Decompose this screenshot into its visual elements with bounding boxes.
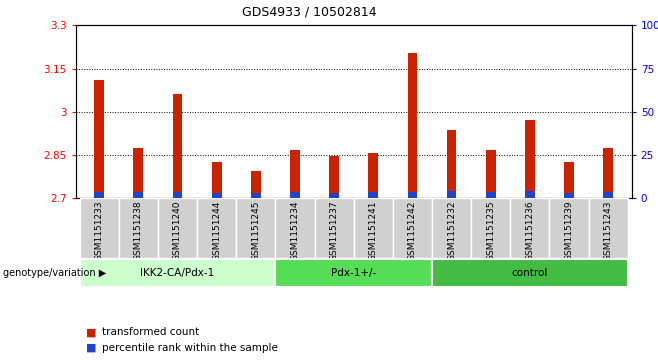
Text: GSM1151244: GSM1151244 xyxy=(212,201,221,261)
Text: GSM1151240: GSM1151240 xyxy=(173,201,182,261)
Bar xyxy=(486,192,495,198)
Bar xyxy=(251,193,261,198)
Bar xyxy=(118,198,158,258)
Bar xyxy=(432,259,628,287)
Bar xyxy=(290,150,300,198)
Bar xyxy=(212,193,222,198)
Bar xyxy=(525,120,535,198)
Bar xyxy=(134,147,143,198)
Bar xyxy=(172,192,182,198)
Bar xyxy=(172,94,182,198)
Bar xyxy=(197,198,236,258)
Bar xyxy=(407,192,417,198)
Bar xyxy=(275,259,432,287)
Bar xyxy=(212,162,222,198)
Text: IKK2-CA/Pdx-1: IKK2-CA/Pdx-1 xyxy=(140,268,215,278)
Bar xyxy=(368,192,378,198)
Bar xyxy=(564,162,574,198)
Text: percentile rank within the sample: percentile rank within the sample xyxy=(102,343,278,353)
Text: GSM1151237: GSM1151237 xyxy=(330,201,339,261)
Text: GDS4933 / 10502814: GDS4933 / 10502814 xyxy=(242,5,376,19)
Bar xyxy=(80,198,118,258)
Text: GSM1151245: GSM1151245 xyxy=(251,201,261,261)
Text: control: control xyxy=(512,268,548,278)
Bar xyxy=(486,150,495,198)
Bar xyxy=(354,198,393,258)
Bar xyxy=(471,198,511,258)
Bar xyxy=(511,198,549,258)
Bar xyxy=(368,153,378,198)
Bar xyxy=(94,192,104,198)
Bar xyxy=(236,198,275,258)
Text: GSM1151242: GSM1151242 xyxy=(408,201,417,261)
Bar xyxy=(432,198,471,258)
Text: GSM1151233: GSM1151233 xyxy=(95,201,104,261)
Text: ■: ■ xyxy=(86,327,96,337)
Bar xyxy=(158,198,197,258)
Bar xyxy=(589,198,628,258)
Text: GSM1151232: GSM1151232 xyxy=(447,201,456,261)
Bar xyxy=(393,198,432,258)
Text: ■: ■ xyxy=(86,343,96,353)
Text: Pdx-1+/-: Pdx-1+/- xyxy=(331,268,376,278)
Bar xyxy=(447,191,457,198)
Text: GSM1151243: GSM1151243 xyxy=(603,201,613,261)
Bar xyxy=(549,198,589,258)
Bar xyxy=(603,147,613,198)
Bar xyxy=(329,193,339,198)
Bar xyxy=(329,156,339,198)
Text: GSM1151238: GSM1151238 xyxy=(134,201,143,261)
Bar xyxy=(94,80,104,198)
Bar xyxy=(603,192,613,198)
Text: GSM1151239: GSM1151239 xyxy=(565,201,574,261)
Text: genotype/variation ▶: genotype/variation ▶ xyxy=(3,268,107,278)
Bar xyxy=(407,53,417,198)
Bar xyxy=(275,198,315,258)
Text: GSM1151241: GSM1151241 xyxy=(368,201,378,261)
Text: GSM1151235: GSM1151235 xyxy=(486,201,495,261)
Bar xyxy=(564,193,574,198)
Text: GSM1151234: GSM1151234 xyxy=(290,201,299,261)
Bar xyxy=(134,192,143,198)
Bar xyxy=(447,130,457,198)
Bar xyxy=(315,198,354,258)
Bar xyxy=(290,192,300,198)
Bar xyxy=(80,259,275,287)
Bar xyxy=(525,191,535,198)
Text: GSM1151236: GSM1151236 xyxy=(525,201,534,261)
Text: transformed count: transformed count xyxy=(102,327,199,337)
Bar xyxy=(251,171,261,198)
